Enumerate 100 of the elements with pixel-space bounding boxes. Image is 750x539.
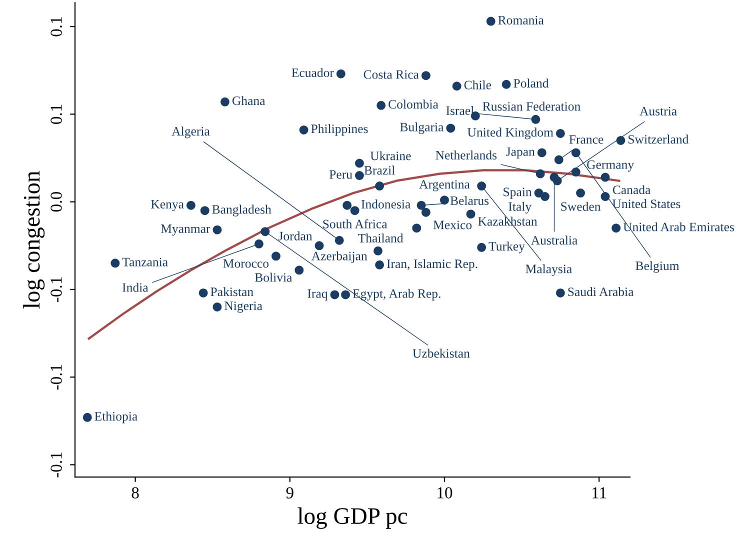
point xyxy=(342,200,352,210)
point xyxy=(254,239,264,248)
point xyxy=(336,69,346,78)
point xyxy=(554,155,564,164)
annotation: Ecuador xyxy=(292,68,334,78)
point xyxy=(412,224,422,233)
point xyxy=(612,224,621,233)
point xyxy=(616,136,626,145)
point xyxy=(571,148,580,158)
annotation: Algeria xyxy=(172,126,210,138)
y-tick-label: 0.1 xyxy=(50,104,62,124)
point xyxy=(421,208,430,217)
annotation: Italy xyxy=(508,202,532,214)
annotation: Austria xyxy=(640,106,677,116)
annotation: Sweden xyxy=(561,202,601,211)
point xyxy=(486,16,496,26)
point xyxy=(82,412,92,422)
annotation: Romania xyxy=(498,16,544,24)
annotation: Uzbekistan xyxy=(412,348,470,358)
x-axis-title: log GDP pc xyxy=(298,507,408,529)
y-tick-label: 0.1 xyxy=(50,17,62,36)
annotation: Nigeria xyxy=(224,302,262,313)
point xyxy=(200,206,210,216)
point xyxy=(556,288,565,298)
point xyxy=(421,71,430,80)
point xyxy=(354,171,364,180)
annotation: Indonesia xyxy=(361,200,410,209)
point xyxy=(375,260,384,270)
annotation: Pakistan xyxy=(210,287,254,296)
point xyxy=(330,290,340,300)
annotation: Germany xyxy=(587,160,634,172)
annotation: Australia xyxy=(530,236,578,245)
point xyxy=(440,196,449,205)
point xyxy=(271,252,280,261)
annotation: Peru xyxy=(329,170,352,179)
annotation: India xyxy=(122,282,148,292)
annotation: Spain xyxy=(504,188,532,199)
annotation: Kenya xyxy=(151,200,184,212)
point xyxy=(212,302,222,312)
y-tick-label: -0.1 xyxy=(50,277,62,302)
point xyxy=(294,266,304,275)
point xyxy=(452,82,462,91)
point xyxy=(375,182,384,191)
annotation: Malaysia xyxy=(526,264,572,276)
point xyxy=(600,172,610,182)
annotation: Jordan xyxy=(278,231,312,240)
annotation: Colombia xyxy=(388,100,438,109)
annotation: Philippines xyxy=(311,124,368,136)
annotation: Morocco xyxy=(223,259,269,268)
point xyxy=(110,258,120,268)
annotation: Ukraine xyxy=(370,151,411,160)
point xyxy=(477,242,486,252)
annotation: Saudi Arabia xyxy=(568,287,634,296)
annotation: Bulgaria xyxy=(400,122,444,134)
annotation: Japan xyxy=(506,147,535,159)
y-tick-label: 0.0 xyxy=(50,192,62,212)
point xyxy=(556,128,565,138)
point xyxy=(600,192,610,202)
x-tick-label: 10 xyxy=(438,487,452,498)
point xyxy=(374,246,383,256)
point xyxy=(416,200,426,210)
point xyxy=(446,124,456,133)
annotation: Ghana xyxy=(232,96,266,106)
annotation: Bangladesh xyxy=(212,204,272,216)
point xyxy=(334,236,344,245)
point xyxy=(536,169,545,178)
annotation: Bolivia xyxy=(254,272,292,282)
y-axis-title: log congestion xyxy=(23,171,45,309)
annotation: United Kingdom xyxy=(468,128,554,140)
annotation: Israel xyxy=(446,106,474,116)
point xyxy=(376,100,386,110)
point xyxy=(466,210,476,219)
annotation: Argentina xyxy=(419,180,470,192)
annotation: Azerbaijan xyxy=(311,251,368,263)
annotation: Mexico xyxy=(433,220,472,230)
point xyxy=(299,125,308,134)
point xyxy=(502,80,511,89)
annotation: Brazil xyxy=(364,166,395,175)
x-tick-label: 8 xyxy=(132,487,139,498)
point xyxy=(350,206,360,216)
point xyxy=(540,192,550,202)
point xyxy=(531,114,540,124)
annotation: Netherlands xyxy=(436,150,497,160)
point xyxy=(477,182,486,191)
point xyxy=(260,227,270,236)
point xyxy=(354,158,364,168)
point xyxy=(186,200,196,210)
y-tick-label: -0.1 xyxy=(50,364,62,390)
annotation: Myanmar xyxy=(160,224,210,236)
annotation: Switzerland xyxy=(628,134,689,144)
annotation: Russian Federation xyxy=(482,102,580,111)
annotation: France xyxy=(569,135,604,144)
annotation: South Africa xyxy=(323,219,388,228)
annotation: Poland xyxy=(514,78,549,88)
annotation: Turkey xyxy=(488,242,525,254)
point xyxy=(550,172,559,182)
point xyxy=(341,290,350,300)
point xyxy=(220,97,230,106)
annotation: Ethiopia xyxy=(94,412,138,424)
annotation: Thailand xyxy=(358,233,404,242)
